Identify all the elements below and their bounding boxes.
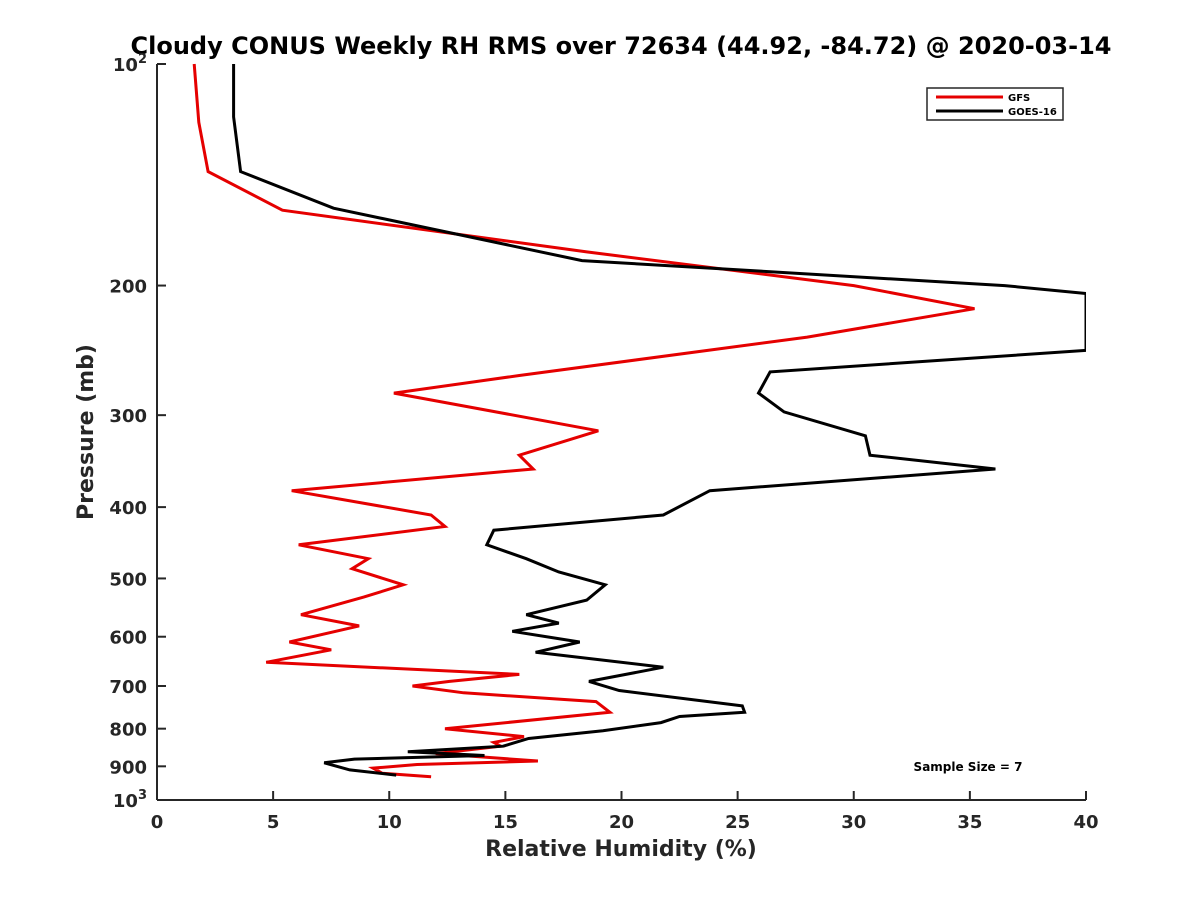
y-tick-label: 102 [113,52,147,76]
x-tick-label: 40 [1073,812,1098,833]
series-gfs [192,63,975,779]
y-tick-label: 500 [109,569,147,590]
y-tick-label: 300 [109,406,147,427]
series-goes-16 [232,63,1086,777]
sample-size-annotation: Sample Size = 7 [914,760,1023,774]
x-tick-label: 30 [841,812,866,833]
x-tick-label: 20 [609,812,634,833]
x-tick-label: 0 [151,812,164,833]
x-ticks: 0 5 10 15 20 25 30 35 40 [151,791,1099,833]
x-axis-label: Relative Humidity (%) [485,837,757,862]
x-tick-label: 5 [267,812,280,833]
series-line-gfs [192,63,975,779]
y-axis-label: Pressure (mb) [74,344,99,520]
y-tick-label: 900 [109,757,147,778]
y-tick-label: 200 [109,277,147,298]
y-ticks: 102 200 300 400 500 600 700 800 900 103 [109,52,166,812]
legend-label-gfs: GFS [1008,93,1030,104]
x-tick-label: 10 [377,812,402,833]
y-tick-label: 103 [113,788,147,812]
x-tick-label: 25 [725,812,750,833]
x-tick-label: 15 [493,812,518,833]
legend: GFS GOES-16 [926,87,1064,121]
x-tick-label: 35 [957,812,982,833]
y-tick-label: 400 [109,498,147,519]
legend-label-goes-16: GOES-16 [1008,107,1057,118]
y-tick-label: 700 [109,677,147,698]
y-tick-label: 600 [109,628,147,649]
series-layer [192,63,1086,779]
y-tick-label: 800 [109,720,147,741]
chart-title: Cloudy CONUS Weekly RH RMS over 72634 (4… [131,32,1112,60]
legend-box [926,87,1064,121]
